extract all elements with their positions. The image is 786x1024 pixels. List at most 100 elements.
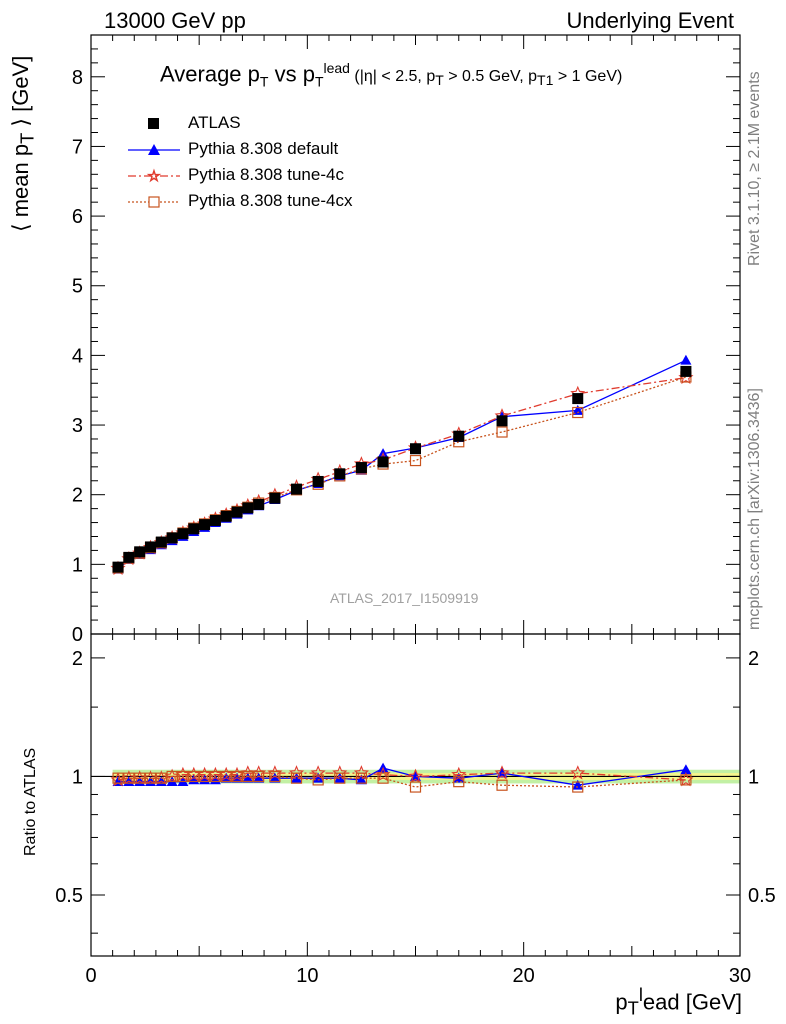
x-tick-label: 30: [729, 965, 751, 987]
ratio-point-tune-4c: [332, 765, 348, 780]
title-part: > 0.5 GeV, p: [443, 68, 538, 86]
atlas-data-point: [123, 551, 135, 563]
x-axis-label: pTlead [GeV]: [615, 984, 742, 1020]
ratio-point-tune-4cx: [377, 772, 389, 784]
axis-label-part: ⟨ mean p: [8, 143, 33, 232]
y-axis-label: ⟨ mean pT ⟩ [GeV]: [8, 56, 38, 232]
atlas-data-point: [453, 430, 465, 442]
axis-label-part: p: [615, 989, 628, 1015]
ratio-point-tune-4cx: [680, 774, 692, 786]
y-tick-label: 6: [72, 206, 83, 228]
title-condition: (|η| < 2.5, pT > 0.5 GeV, pT1 > 1 GeV): [349, 68, 623, 88]
open-square-marker-icon: [128, 196, 180, 208]
ratio-point-tune-4cx: [134, 772, 146, 784]
atlas-data-point: [355, 462, 367, 474]
triangle-marker-icon: [128, 144, 180, 155]
ratio-point-tune-4cx: [198, 770, 211, 783]
atlas-data-point: [269, 492, 281, 504]
axis-label-part: ead [GeV]: [642, 989, 742, 1015]
main-point-default: [680, 354, 692, 365]
ratio-point-tune-4cx: [188, 770, 200, 783]
ratio-plot-frame: [90, 633, 741, 957]
axis-label-part: ⟩ [GeV]: [8, 55, 33, 133]
ratio-point-tune-4cx: [334, 772, 346, 784]
ratio-point-tune-4cx: [312, 774, 324, 786]
ratio-point-default: [253, 772, 265, 783]
atlas-data-point: [572, 393, 584, 405]
atlas-data-point: [377, 456, 389, 468]
rivet-version-label: Rivet 3.1.10, ≥ 2.1M events: [746, 71, 763, 266]
x-tick-label: 20: [513, 965, 535, 987]
ratio-point-default: [242, 772, 254, 783]
title-part: lead: [323, 60, 350, 76]
legend-label: ATLAS: [188, 113, 241, 132]
ratio-point-tune-4cx: [166, 770, 178, 783]
ratio-point-tune-4c: [288, 765, 305, 780]
atlas-data-point: [209, 514, 221, 526]
y-tick-label: 8: [72, 67, 83, 89]
ratio-point-tune-4cx: [155, 772, 167, 784]
ratio-point-default: [291, 772, 303, 783]
title-part: > 1 GeV): [553, 68, 623, 86]
x-tick-label: 0: [85, 965, 96, 987]
ratio-point-default: [680, 764, 692, 775]
legend-label: Pythia 8.308 default: [188, 139, 339, 158]
x-tick-label: 10: [296, 965, 318, 987]
mcplots-label: mcplots.cern.ch [arXiv:1306.3436]: [746, 388, 763, 630]
y-tick-label: 3: [72, 415, 83, 437]
ratio-point-default: [334, 772, 346, 783]
atlas-data-point: [220, 510, 232, 522]
atlas-data-point: [680, 365, 692, 377]
atlas-data-point: [112, 561, 124, 573]
ratio-y-tick-label: 1: [72, 766, 83, 788]
ratio-point-tune-4cx: [355, 772, 368, 784]
title-part: Average p: [160, 61, 260, 87]
atlas-data-point: [242, 502, 254, 514]
title-part: T1: [537, 72, 554, 89]
main-line-default: [117, 359, 687, 570]
ratio-point-tune-4cx: [144, 772, 157, 784]
atlas-data-point: [144, 541, 156, 553]
atlas-data-point: [291, 483, 303, 495]
title-part: vs p: [268, 61, 315, 87]
ratio-point-default: [355, 774, 367, 785]
legend-label: Pythia 8.308 tune-4c: [188, 165, 344, 184]
ratio-point-tune-4cx: [231, 770, 243, 783]
ratio-point-tune-4c: [570, 765, 586, 780]
title-part: T: [435, 72, 444, 89]
ratio-y-tick-label: 2: [72, 648, 83, 670]
ratio-point-default: [269, 772, 281, 783]
atlas-data-point: [155, 536, 167, 548]
atlas-data-point: [496, 415, 508, 427]
main-point-tune-4cx: [572, 406, 584, 419]
y-tick-label: 7: [72, 136, 83, 158]
title-part: (|η| < 2.5, p: [349, 68, 436, 86]
ratio-point-tune-4cx: [209, 770, 221, 783]
atlas-data-point: [166, 532, 178, 544]
ratio-point-tune-4cx: [269, 770, 281, 783]
ratio-point-tune-4c: [353, 765, 369, 780]
ratio-point-tune-4cx: [572, 781, 584, 793]
ratio-point-tune-4cx: [453, 776, 465, 788]
main-point-default: [572, 404, 584, 415]
ratio-point-tune-4cx: [409, 781, 422, 793]
ratio-point-tune-4cx: [242, 770, 254, 783]
title-part: T: [259, 73, 269, 90]
y-tick-label: 0: [72, 624, 83, 646]
atlas-data-point: [410, 443, 421, 455]
header-analysis-label: Underlying Event: [566, 8, 734, 33]
y-tick-label: 2: [72, 485, 83, 507]
ratio-point-tune-4cx: [290, 772, 303, 784]
atlas-data-point: [253, 498, 265, 510]
ratio-point-tune-4cx: [253, 770, 265, 783]
ratio-point-tune-4cx: [123, 772, 135, 784]
ratio-line-tune-4c: [117, 772, 686, 781]
title-part: T: [314, 73, 324, 90]
axis-label-part: T: [16, 132, 38, 144]
main-point-tune-4cx: [496, 426, 508, 438]
axis-label-part: l: [638, 984, 643, 1005]
atlas-data-point: [134, 546, 146, 558]
ratio-line-tune-4cx: [118, 775, 686, 788]
ratio-y-tick-label: 2: [748, 648, 759, 670]
